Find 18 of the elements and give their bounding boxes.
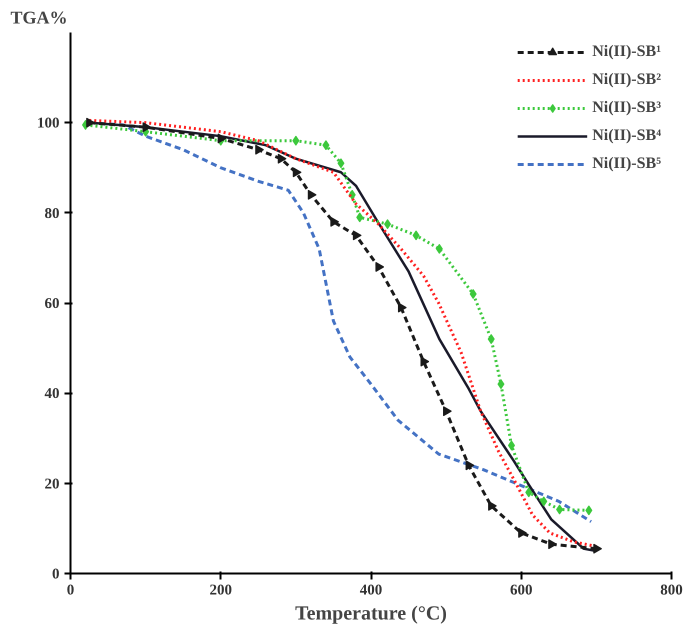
- legend-label: Ni(II)-SB²: [592, 71, 661, 89]
- y-tick-label: 100: [37, 116, 60, 132]
- x-tick-label: 200: [210, 582, 232, 598]
- x-axis-title: Temperature (°C): [295, 602, 447, 624]
- y-tick-label: 0: [52, 566, 60, 582]
- legend-label: Ni(II)-SB⁴: [592, 127, 661, 145]
- y-tick-label: 60: [44, 296, 60, 312]
- legend-label: Ni(II)-SB⁵: [592, 155, 661, 173]
- x-tick-label: 400: [360, 582, 382, 598]
- x-tick-label: 600: [510, 582, 532, 598]
- y-tick-label: 80: [44, 206, 60, 222]
- legend-label: Ni(II)-SB¹: [592, 43, 661, 61]
- x-tick-label: 800: [660, 582, 683, 598]
- y-axis-title: TGA%: [10, 8, 68, 28]
- legend-label: Ni(II)-SB³: [592, 99, 661, 117]
- y-tick-label: 20: [44, 476, 60, 492]
- x-tick-label: 0: [66, 582, 74, 598]
- y-tick-label: 40: [44, 386, 60, 402]
